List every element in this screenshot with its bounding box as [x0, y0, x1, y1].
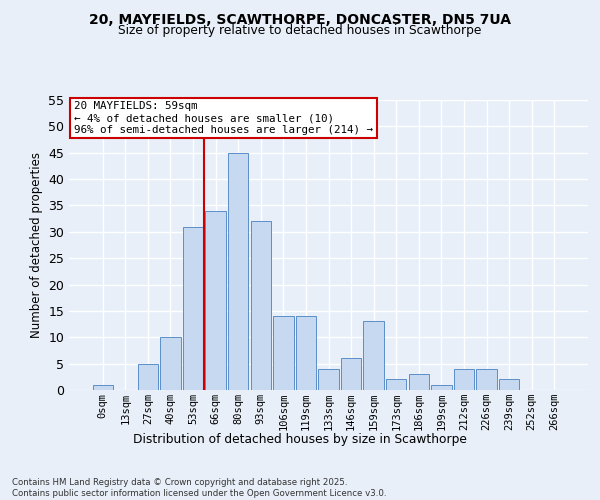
Bar [319, 369, 338, 390]
Y-axis label: Number of detached properties: Number of detached properties [29, 152, 43, 338]
Bar [160, 338, 181, 390]
Bar [454, 369, 474, 390]
Bar [92, 384, 113, 390]
Bar [341, 358, 361, 390]
Bar [386, 380, 406, 390]
Bar [273, 316, 293, 390]
Bar [409, 374, 429, 390]
Bar [431, 384, 452, 390]
Text: Size of property relative to detached houses in Scawthorpe: Size of property relative to detached ho… [118, 24, 482, 37]
Text: 20 MAYFIELDS: 59sqm
← 4% of detached houses are smaller (10)
96% of semi-detache: 20 MAYFIELDS: 59sqm ← 4% of detached hou… [74, 102, 373, 134]
Bar [183, 226, 203, 390]
Bar [228, 152, 248, 390]
Text: Distribution of detached houses by size in Scawthorpe: Distribution of detached houses by size … [133, 432, 467, 446]
Text: 20, MAYFIELDS, SCAWTHORPE, DONCASTER, DN5 7UA: 20, MAYFIELDS, SCAWTHORPE, DONCASTER, DN… [89, 12, 511, 26]
Bar [364, 322, 384, 390]
Bar [499, 380, 519, 390]
Bar [296, 316, 316, 390]
Text: Contains HM Land Registry data © Crown copyright and database right 2025.
Contai: Contains HM Land Registry data © Crown c… [12, 478, 386, 498]
Bar [138, 364, 158, 390]
Bar [476, 369, 497, 390]
Bar [205, 210, 226, 390]
Bar [251, 222, 271, 390]
